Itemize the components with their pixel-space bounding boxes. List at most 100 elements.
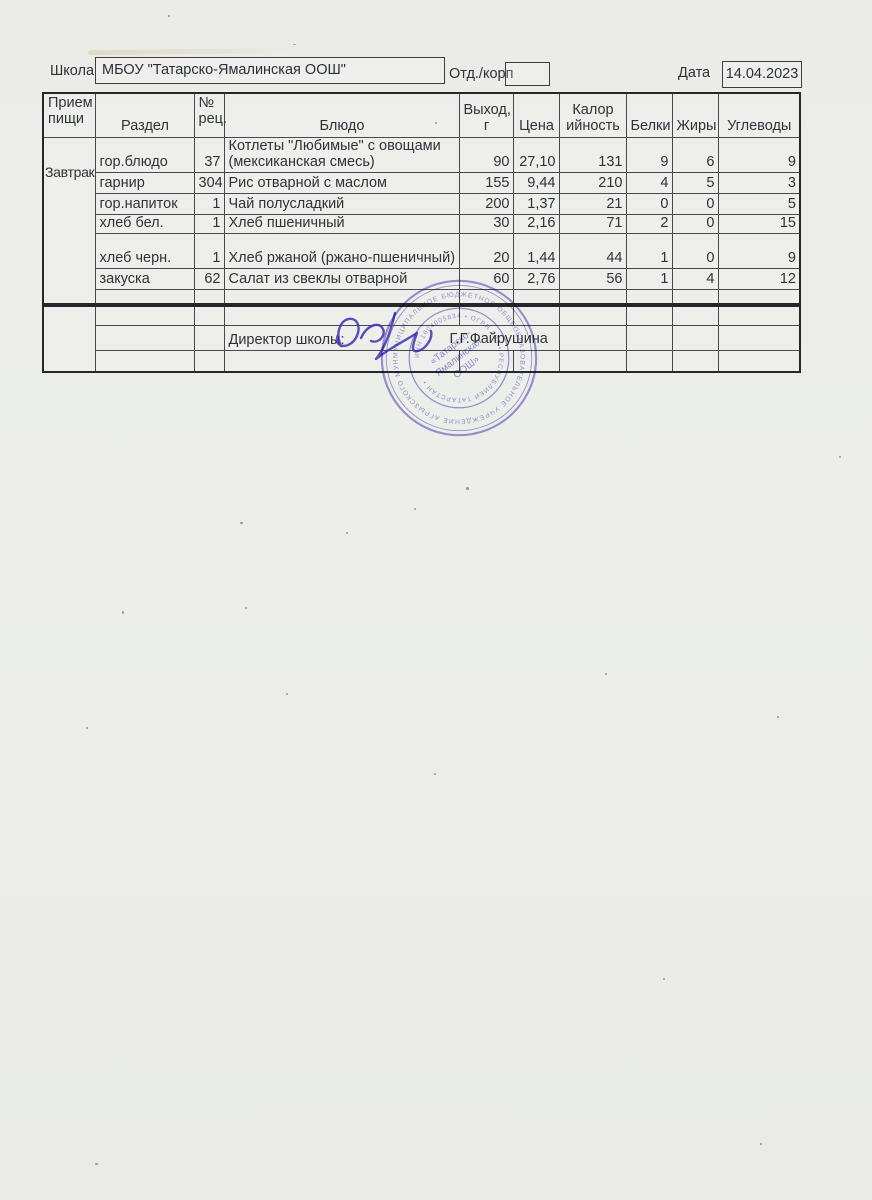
price-cell: 1,44 (512, 232, 560, 269)
calories-cell: 44 (558, 232, 627, 269)
recipe-no-cell: 37 (193, 136, 225, 173)
fat-cell: 5 (671, 171, 719, 194)
scan-speck (435, 122, 437, 124)
empty-row (42, 305, 801, 373)
dish-cell: Чай полусладкий (223, 192, 460, 215)
col-header-protein: Белки (625, 92, 673, 138)
school-value-box: МБОУ "Татарско-Ямалинская ООШ" (95, 57, 445, 84)
scan-speck (777, 716, 779, 718)
scan-speck (245, 607, 247, 609)
school-label: Школа (50, 63, 95, 79)
meal-cell-empty (42, 305, 96, 373)
recipe-no-cell: 1 (193, 213, 225, 234)
price-cell: 9,44 (512, 171, 560, 194)
output-cell: 155 (458, 171, 514, 194)
carbs-cell: 3 (717, 171, 801, 194)
col-header-meal: Прием пищи (42, 92, 96, 138)
director-label: Директор школы: (228, 331, 345, 348)
section-cell: гор.напиток (94, 192, 195, 215)
carbs-cell: 5 (717, 192, 801, 215)
school-value: МБОУ "Татарско-Ямалинская ООШ" (102, 62, 346, 78)
fat-cell: 0 (671, 232, 719, 269)
dish-cell: Рис отварной с маслом (223, 171, 460, 194)
col-header-dish: Блюдо (223, 92, 460, 138)
recipe-no-cell: 1 (193, 192, 225, 215)
protein-cell: 4 (625, 171, 673, 194)
table-row: хлеб бел. 1 Хлеб пшеничный 30 2,16 71 2 … (43, 213, 801, 234)
dish-cell: Хлеб пшеничный (223, 213, 460, 234)
price-cell: 2,76 (512, 267, 560, 290)
header-row: Прием пищи Раздел № рец. Блюдо Выход, г … (42, 92, 801, 138)
scan-speck (663, 978, 665, 980)
empty-row (43, 349, 801, 373)
menu-table: Прием пищи Раздел № рец. Блюдо Выход, г … (42, 92, 801, 305)
fat-cell: 6 (671, 136, 719, 173)
output-cell: 90 (458, 136, 514, 173)
recipe-no-cell: 1 (193, 232, 225, 269)
signature-table: Директор школы: Г.Г.Файрушина (42, 305, 801, 373)
section-cell: гор.блюдо (94, 136, 195, 173)
recipe-no-cell: 304 (193, 171, 225, 194)
dept-label: Отд./корп (449, 66, 514, 82)
output-cell: 30 (458, 213, 514, 234)
section-cell: хлеб черн. (94, 232, 195, 269)
scan-speck (414, 508, 416, 510)
scan-speck (434, 773, 436, 775)
scan-speck (286, 693, 288, 695)
protein-cell: 1 (625, 232, 673, 269)
col-header-price: Цена (512, 92, 560, 138)
scan-speck (168, 15, 170, 17)
scan-speck (346, 532, 348, 534)
carbs-cell: 9 (717, 136, 801, 173)
empty-row (43, 288, 801, 305)
dish-cell: Салат из свеклы отварной (223, 267, 460, 290)
calories-cell: 71 (558, 213, 627, 234)
table-row: Завтрак гор.блюдо 37 Котлеты "Любимые" с… (42, 136, 801, 305)
recipe-no-cell: 62 (193, 267, 225, 290)
dish-cell: Котлеты "Любимые" с овощами (мексиканска… (223, 136, 460, 173)
output-cell: 20 (458, 232, 514, 269)
table-row: закуска 62 Салат из свеклы отварной 60 2… (43, 267, 801, 290)
output-cell: 200 (458, 192, 514, 215)
carbs-cell: 9 (717, 232, 801, 269)
director-row: Директор школы: Г.Г.Файрушина (43, 311, 801, 360)
scan-speck (293, 44, 296, 45)
col-header-calories: Калор ийность (558, 92, 627, 138)
date-value-box: 14.04.2023 (722, 61, 802, 88)
scan-speck (240, 522, 243, 524)
col-header-recipe-no: № рец. (193, 92, 227, 138)
director-cell: Директор школы: Г.Г.Файрушина (223, 311, 560, 360)
table-row: гарнир 304 Рис отварной с маслом 155 9,4… (43, 171, 801, 194)
scan-speck (839, 456, 841, 458)
dish-cell: Хлеб ржаной (ржано-пшеничный) (223, 232, 460, 269)
calories-cell: 56 (558, 267, 627, 290)
section-cell: закуска (94, 267, 195, 290)
protein-cell: 9 (625, 136, 673, 173)
calories-cell: 21 (558, 192, 627, 215)
protein-cell: 1 (625, 267, 673, 290)
col-header-carbs: Углеводы (717, 92, 801, 138)
output-cell: 60 (458, 267, 514, 290)
table-row: гор.напиток 1 Чай полусладкий 200 1,37 2… (43, 192, 801, 215)
scan-speck (466, 487, 469, 490)
col-header-section: Раздел (94, 92, 195, 138)
carbs-cell: 15 (717, 213, 801, 234)
col-header-output: Выход, г (458, 92, 514, 138)
protein-cell: 0 (625, 192, 673, 215)
section-cell: гарнир (94, 171, 195, 194)
dept-value-box (505, 62, 550, 86)
table-row: хлеб черн. 1 Хлеб ржаной (ржано-пшеничны… (43, 232, 801, 269)
scan-speck (86, 727, 88, 729)
calories-cell: 131 (558, 136, 627, 173)
fat-cell: 0 (671, 192, 719, 215)
meal-cell: Завтрак (42, 136, 96, 305)
scan-speck (605, 673, 607, 675)
price-cell: 27,10 (512, 136, 560, 173)
scan-speck (122, 611, 124, 614)
date-label: Дата (678, 65, 711, 81)
section-cell: хлеб бел. (94, 213, 195, 234)
scan-smudge (87, 47, 299, 56)
col-header-fat: Жиры (671, 92, 719, 138)
scan-speck (760, 1143, 762, 1145)
